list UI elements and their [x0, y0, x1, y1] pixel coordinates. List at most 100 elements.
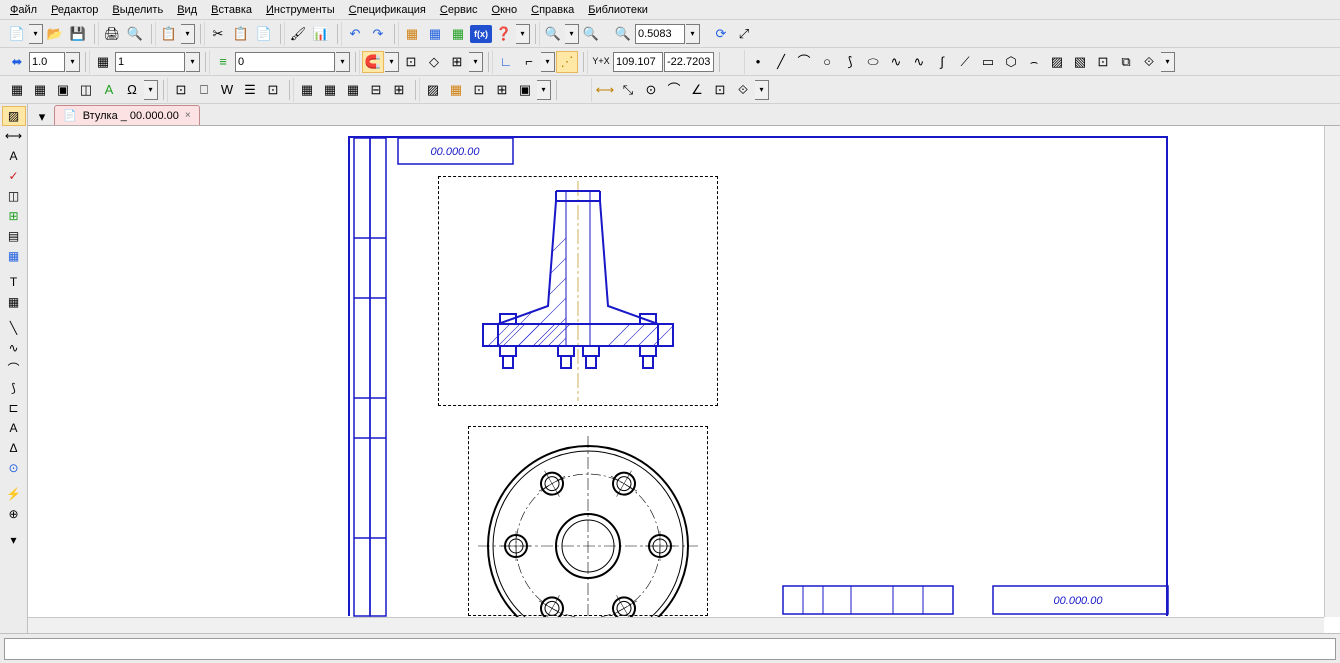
document-tab[interactable]: 📄 Втулка _ 00.000.00 ×	[54, 105, 200, 125]
snap-dropdown[interactable]: ▾	[385, 52, 399, 72]
line-tool[interactable]: ╱	[770, 51, 792, 73]
tb3-btn-3[interactable]: ▣	[52, 79, 74, 101]
drawing-canvas[interactable]: 00.000.00	[28, 126, 1340, 633]
refresh-button[interactable]: ⟳	[710, 23, 732, 45]
grid-button[interactable]: ⊞	[446, 51, 468, 73]
tb3-btn-8[interactable]: ⎕	[193, 79, 215, 101]
layer-input[interactable]	[115, 52, 185, 72]
menu-insert[interactable]: Вставка	[205, 2, 258, 18]
tab-list-button[interactable]: ▾	[32, 107, 52, 125]
help-button[interactable]: ❓	[493, 23, 515, 45]
coord-y-input[interactable]	[664, 52, 714, 72]
tb3-btn-7[interactable]: ⊡	[170, 79, 192, 101]
lt-annot[interactable]: A	[2, 146, 26, 166]
point-tool[interactable]: •	[747, 51, 769, 73]
linewidth-dropdown[interactable]: ▾	[66, 52, 80, 72]
properties-button[interactable]: 📊	[310, 23, 332, 45]
grid-dropdown[interactable]: ▾	[469, 52, 483, 72]
snap-end-button[interactable]: ⊡	[400, 51, 422, 73]
help-dropdown[interactable]: ▾	[516, 24, 530, 44]
lt-line[interactable]: ╲	[2, 318, 26, 338]
tb3-btn-11[interactable]: ⊡	[262, 79, 284, 101]
lt-pipe[interactable]: ⊏	[2, 398, 26, 418]
print-button[interactable]: 🖨	[101, 23, 123, 45]
linewidth-input[interactable]	[29, 52, 65, 72]
dim-baseline-tool[interactable]: ⟐	[732, 79, 754, 101]
menu-editor[interactable]: Редактор	[45, 2, 104, 18]
open-button[interactable]: 📂	[44, 23, 66, 45]
linestyle-icon[interactable]: ≡	[212, 51, 234, 73]
lt-arrow[interactable]: А	[2, 418, 26, 438]
lt-arc[interactable]: ⌒	[2, 358, 26, 378]
layer-dropdown[interactable]: ▾	[186, 52, 200, 72]
lt-circle[interactable]: ⊙	[2, 458, 26, 478]
dim-dropdown[interactable]: ▾	[755, 80, 769, 100]
linewidth-icon[interactable]: ⬌	[6, 51, 28, 73]
pan-button[interactable]: ⤢	[733, 23, 755, 45]
circle-tool[interactable]: ○	[816, 51, 838, 73]
preview-button[interactable]: 📋	[158, 23, 180, 45]
variables-button[interactable]: ▦	[447, 23, 469, 45]
lt-spec[interactable]: ▤	[2, 226, 26, 246]
contour-tool[interactable]: ▧	[1069, 51, 1091, 73]
tracking-button[interactable]: ⋰	[556, 51, 578, 73]
menu-libraries[interactable]: Библиотеки	[582, 2, 654, 18]
zoom-scale-button[interactable]: 🔍	[612, 23, 634, 45]
cut-button[interactable]: ✂	[207, 23, 229, 45]
lt-param[interactable]: ⊞	[2, 206, 26, 226]
lt-rough[interactable]: ✓	[2, 166, 26, 186]
redo-button[interactable]: ↷	[367, 23, 389, 45]
dim-align-tool[interactable]: ⤡	[617, 79, 639, 101]
manager-button[interactable]: ▦	[401, 23, 423, 45]
tb3-btn-16[interactable]: ⊞	[388, 79, 410, 101]
copy-button[interactable]: 📋	[230, 23, 252, 45]
lt-table[interactable]: ▦	[2, 292, 26, 312]
tb3-dd-1[interactable]: ▾	[144, 80, 158, 100]
snap-button[interactable]: 🧲	[362, 51, 384, 73]
zoom-dropdown[interactable]: ▾	[686, 24, 700, 44]
horizontal-scrollbar[interactable]	[28, 617, 1324, 633]
zoom-in-dropdown[interactable]: ▾	[565, 24, 579, 44]
paste-button[interactable]: 📄	[253, 23, 275, 45]
menu-help[interactable]: Справка	[525, 2, 580, 18]
dim-linear-tool[interactable]: ⟷	[594, 79, 616, 101]
arc2-tool[interactable]: ⟆	[839, 51, 861, 73]
geometry-dropdown[interactable]: ▾	[1161, 52, 1175, 72]
zoom-input[interactable]	[635, 24, 685, 44]
new-button[interactable]: 📄	[6, 23, 28, 45]
zoom-in-button[interactable]: 🔍	[542, 23, 564, 45]
polyline-tool[interactable]: ⟋	[954, 51, 976, 73]
ortho2-button[interactable]: ⌐	[518, 51, 540, 73]
tb3-dd-2[interactable]: ▾	[537, 80, 551, 100]
lt-down[interactable]: ▾	[2, 530, 26, 550]
ellipse-tool[interactable]: ⬭	[862, 51, 884, 73]
lt-geometry[interactable]: ▨	[2, 106, 26, 126]
equidist-tool[interactable]: ⊡	[1092, 51, 1114, 73]
tb3-btn-9[interactable]: W	[216, 79, 238, 101]
menu-spec[interactable]: Спецификация	[343, 2, 432, 18]
tb3-btn-1[interactable]: ▦	[6, 79, 28, 101]
tb3-btn-15[interactable]: ⊟	[365, 79, 387, 101]
tb3-btn-5[interactable]: A	[98, 79, 120, 101]
tb3-btn-17[interactable]: ▨	[422, 79, 444, 101]
undo-button[interactable]: ↶	[344, 23, 366, 45]
tb3-btn-20[interactable]: ⊞	[491, 79, 513, 101]
collect-tool[interactable]: ⧉	[1115, 51, 1137, 73]
tb3-btn-19[interactable]: ⊡	[468, 79, 490, 101]
dim-arc-tool[interactable]: ⌒	[663, 79, 685, 101]
tb3-btn-2[interactable]: ▦	[29, 79, 51, 101]
tb3-btn-4[interactable]: ◫	[75, 79, 97, 101]
coord-x-input[interactable]	[613, 52, 663, 72]
vertical-scrollbar[interactable]	[1324, 126, 1340, 617]
fillet-tool[interactable]: ⌢	[1023, 51, 1045, 73]
lt-lib[interactable]: ▦	[2, 246, 26, 266]
snap-mid-button[interactable]: ◇	[423, 51, 445, 73]
command-input[interactable]	[4, 638, 1336, 660]
tb3-btn-21[interactable]: ▣	[514, 79, 536, 101]
last-tool[interactable]: ⟐	[1138, 51, 1160, 73]
lt-dims[interactable]: ⟷	[2, 126, 26, 146]
tb3-btn-18[interactable]: ▦	[445, 79, 467, 101]
chamfer-tool[interactable]: ⬡	[1000, 51, 1022, 73]
dim-angle-tool[interactable]: ∠	[686, 79, 708, 101]
tb3-btn-10[interactable]: ☰	[239, 79, 261, 101]
